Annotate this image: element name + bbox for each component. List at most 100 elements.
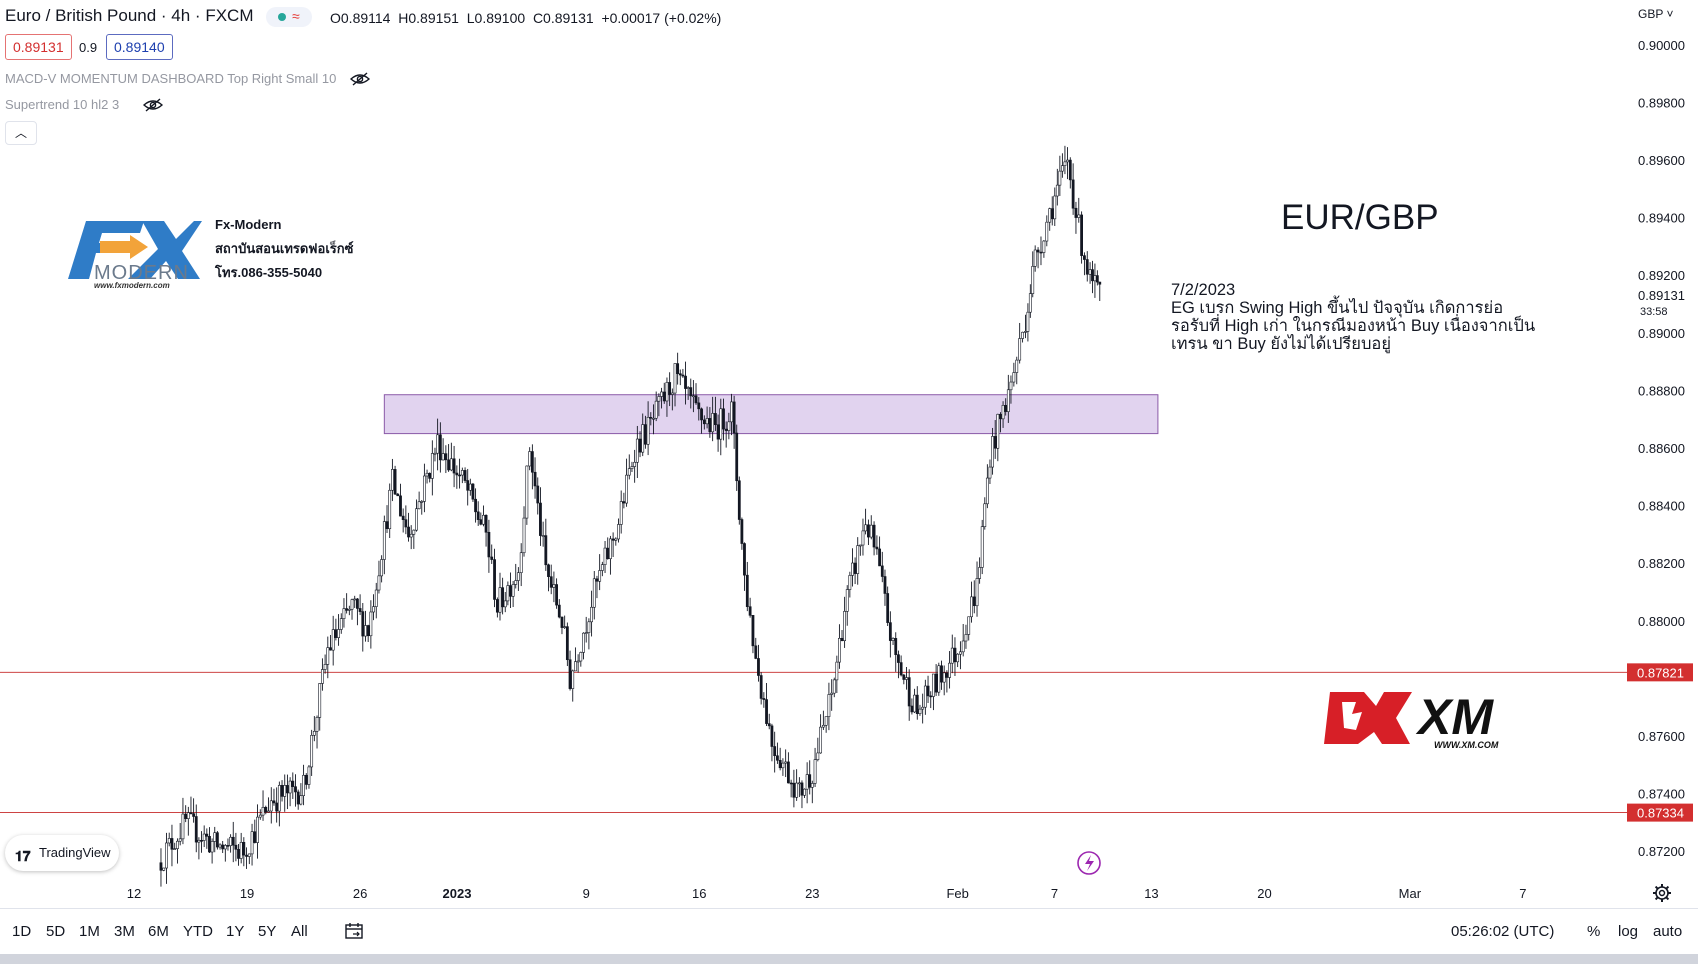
candle-body <box>1039 251 1043 254</box>
candle-body <box>1028 293 1032 313</box>
candle-body <box>910 705 914 713</box>
candle-body <box>1012 372 1016 383</box>
candle-body <box>1009 381 1013 391</box>
indicator-macd-v[interactable]: MACD-V MOMENTUM DASHBOARD Top Right Smal… <box>5 71 337 86</box>
utc-clock[interactable]: 05:26:02 (UTC) <box>1451 923 1555 940</box>
candle-body <box>275 802 279 812</box>
range-6m[interactable]: 6M <box>148 923 169 940</box>
candle-body <box>291 780 295 787</box>
candle-body <box>277 785 281 812</box>
auto-toggle[interactable]: auto <box>1653 923 1683 940</box>
currency-label[interactable]: GBP ˅ <box>1638 7 1673 21</box>
candle-body <box>1095 275 1099 283</box>
candle-body <box>609 538 612 560</box>
candle-body <box>503 600 507 608</box>
candle-body <box>213 832 217 842</box>
candle-body <box>635 438 639 463</box>
y-tick-label: 0.88400 <box>1638 499 1685 514</box>
candle-body <box>280 785 284 797</box>
candle-body <box>312 731 316 736</box>
candle-body <box>584 632 588 634</box>
candle-body <box>205 833 209 837</box>
y-tick-label: 0.90000 <box>1638 38 1685 53</box>
candle-body <box>331 629 335 651</box>
candle-body <box>953 647 957 663</box>
candle-body <box>991 436 994 468</box>
candle-body <box>345 608 349 611</box>
candle-body <box>283 785 287 797</box>
range-5d[interactable]: 5D <box>46 923 66 940</box>
note-line: เทรน ขา Buy ยังไม่ได้เปรียบอยู่ <box>1171 335 1391 353</box>
candle-body <box>888 622 892 641</box>
gear-icon[interactable] <box>1653 884 1671 902</box>
eye-off-icon[interactable] <box>350 72 370 86</box>
candle-body <box>625 474 628 504</box>
candle-body <box>165 842 168 869</box>
candle-body <box>757 658 760 676</box>
candle-body <box>961 640 965 653</box>
candle-body <box>878 548 881 567</box>
candle-body <box>805 774 809 790</box>
candle-body <box>549 576 553 588</box>
candle-body <box>557 604 561 618</box>
candle-body <box>544 535 548 566</box>
range-1m[interactable]: 1M <box>79 923 100 940</box>
range-ytd[interactable]: YTD <box>183 923 213 940</box>
log-toggle[interactable]: log <box>1618 923 1639 940</box>
candle-body <box>576 660 580 663</box>
candle-body <box>264 806 268 813</box>
fx-modern-contact: Fx-Modern สถาบันสอนเทรดฟอเร็กซ์ โทร.086-… <box>215 213 353 285</box>
candle-body <box>272 800 276 804</box>
candle-body <box>694 395 698 404</box>
candle-body <box>999 413 1002 420</box>
candle-body <box>215 832 219 848</box>
ohlc-readout: O0.89114 H0.89151 L0.89100 C0.89131 +0.0… <box>330 10 721 26</box>
candle-body <box>926 685 930 697</box>
candle-body <box>441 453 445 461</box>
candle-body <box>1033 249 1037 267</box>
sell-button[interactable]: 0.89131 <box>5 34 72 60</box>
x-tick-label: 26 <box>353 886 367 901</box>
x-tick-label: 7 <box>1519 886 1526 901</box>
candle-body <box>676 363 680 374</box>
candle-body <box>447 459 451 471</box>
candle-body <box>668 382 672 395</box>
change-value: +0.00017 (+0.02%) <box>601 10 722 26</box>
candle-body <box>670 392 674 395</box>
eye-off-icon[interactable] <box>143 98 163 112</box>
range-3m[interactable]: 3M <box>114 923 135 940</box>
y-tick-label: 0.89600 <box>1638 153 1685 168</box>
range-all[interactable]: All <box>291 923 308 940</box>
candle-body <box>1036 249 1040 253</box>
candle-body <box>218 844 222 848</box>
resistance-zone[interactable] <box>383 394 1159 435</box>
candle-body <box>366 625 370 637</box>
candle-body <box>372 606 375 613</box>
candle-body <box>902 674 906 680</box>
percent-toggle[interactable]: % <box>1587 923 1601 940</box>
candle-body <box>996 413 1000 449</box>
candle-body <box>476 511 480 520</box>
candle-body <box>595 578 599 582</box>
price-chart[interactable]: 0.87821 0.87334 GBP ˅ 0.90000 0.89800 0.8960… <box>0 0 1698 908</box>
candle-body <box>657 396 661 402</box>
symbol-title[interactable]: Euro / British Pound · 4h · FXCM <box>5 6 254 25</box>
indicator-supertrend[interactable]: Supertrend 10 hl2 3 <box>5 97 120 112</box>
candle-body <box>339 618 343 630</box>
range-1d[interactable]: 1D <box>12 923 32 940</box>
range-5y[interactable]: 5Y <box>258 923 277 940</box>
chevron-up-icon[interactable]: ︿ <box>5 121 37 145</box>
calendar-goto-icon[interactable] <box>345 922 365 940</box>
buy-button[interactable]: 0.89140 <box>106 34 173 60</box>
candle-body <box>587 621 591 633</box>
candle-body <box>619 501 623 525</box>
candle-body <box>808 774 812 788</box>
candle-body <box>1093 275 1097 282</box>
tradingview-badge[interactable]: 𝟏𝟕 TradingView <box>5 835 119 871</box>
candle-body <box>390 469 394 491</box>
candle-body <box>1060 165 1064 172</box>
candle-body <box>869 524 873 538</box>
range-1y[interactable]: 1Y <box>226 923 245 940</box>
candle-body <box>1018 338 1022 361</box>
market-status[interactable]: ≈ <box>266 7 312 27</box>
